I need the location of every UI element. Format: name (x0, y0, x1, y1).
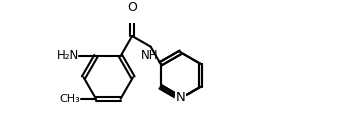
Text: H₂N: H₂N (56, 49, 79, 62)
Text: NH: NH (141, 49, 158, 62)
Text: O: O (127, 1, 137, 14)
Text: N: N (176, 91, 185, 104)
Text: CH₃: CH₃ (59, 94, 80, 104)
